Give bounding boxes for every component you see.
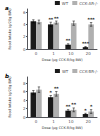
svg-text:Dose (μg CCK-8/kg BW): Dose (μg CCK-8/kg BW) [42, 126, 83, 130]
svg-text:6: 6 [23, 89, 26, 94]
svg-text:2: 2 [23, 34, 26, 39]
svg-text:0: 0 [35, 51, 38, 56]
svg-text:**: ** [71, 102, 76, 107]
svg-text:0: 0 [35, 119, 38, 124]
svg-text:**: ** [54, 86, 59, 91]
svg-text:WT: WT [62, 69, 69, 74]
svg-text:0: 0 [23, 47, 26, 52]
svg-text:Food Intake (g/20g BW): Food Intake (g/20g BW) [8, 8, 12, 50]
svg-text:1: 1 [52, 119, 55, 124]
svg-text:CCK-BR-/-: CCK-BR-/- [79, 69, 98, 74]
svg-text:b: b [5, 73, 9, 79]
svg-text:8: 8 [23, 81, 26, 86]
svg-text:*: * [84, 108, 87, 113]
svg-text:**: ** [54, 16, 59, 21]
svg-text:Food Intake (g/20g BW): Food Intake (g/20g BW) [8, 76, 12, 118]
svg-text:Dose (μg CCK-8/kg BW): Dose (μg CCK-8/kg BW) [42, 58, 83, 62]
svg-text:10: 10 [68, 51, 74, 56]
svg-text:10: 10 [68, 119, 74, 124]
svg-text:CCK-AR-/-: CCK-AR-/- [79, 1, 98, 6]
svg-text:2: 2 [23, 106, 26, 111]
svg-text:20: 20 [86, 51, 92, 56]
svg-text:**: ** [66, 104, 71, 109]
svg-text:4: 4 [23, 22, 26, 27]
svg-text:**: ** [48, 17, 53, 22]
svg-text:1: 1 [52, 51, 55, 56]
svg-text:*: * [50, 90, 53, 95]
svg-text:***: *** [82, 41, 90, 46]
svg-text:4: 4 [23, 98, 26, 103]
svg-text:***: *** [88, 17, 96, 22]
svg-text:**: ** [66, 38, 71, 43]
svg-text:a: a [5, 5, 9, 11]
svg-text:WT: WT [62, 1, 69, 6]
svg-text:20: 20 [86, 119, 92, 124]
svg-text:6: 6 [23, 10, 26, 15]
svg-text:*: * [90, 104, 93, 109]
svg-text:0: 0 [23, 115, 26, 120]
